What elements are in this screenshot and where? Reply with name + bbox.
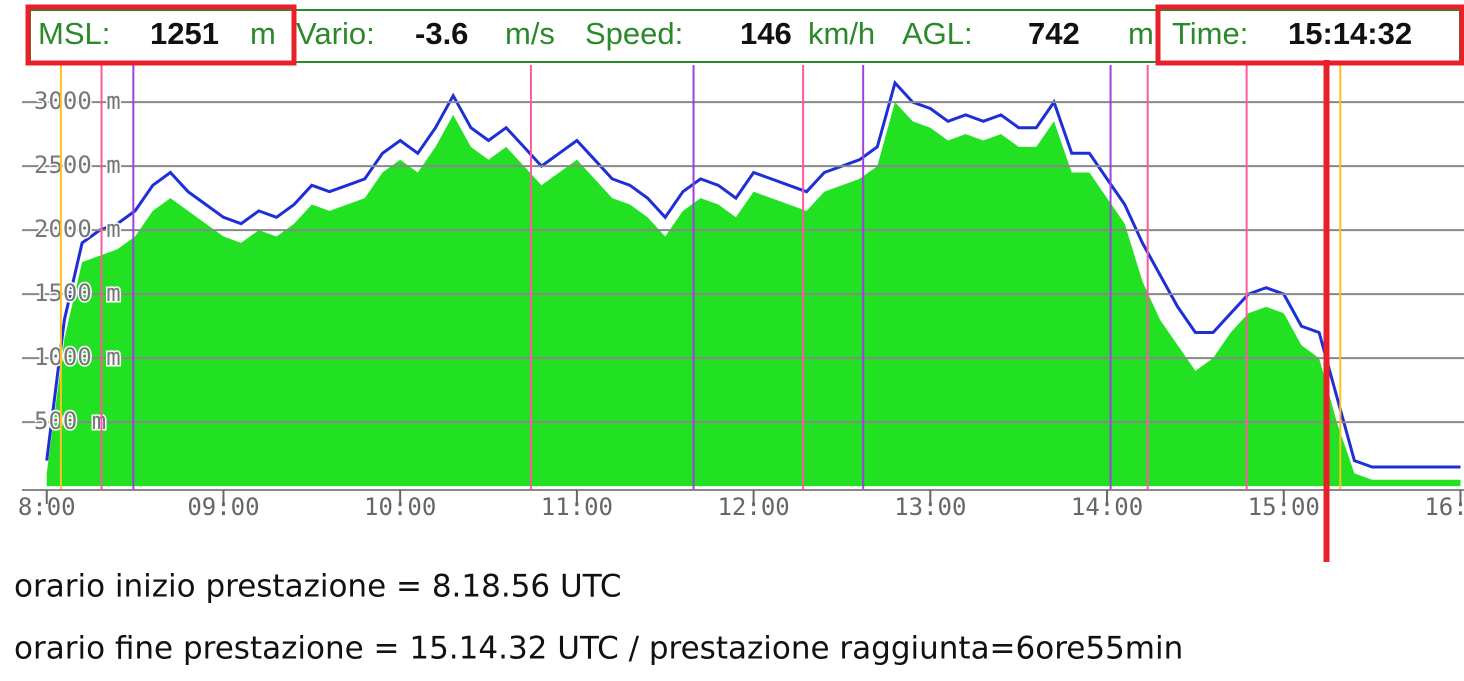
status-label: MSL: <box>38 16 110 51</box>
altitude-line <box>45 79 1461 469</box>
x-tick-label: 16:00 <box>1424 493 1464 521</box>
status-unit: m/s <box>505 16 555 51</box>
status-bar <box>29 9 1461 63</box>
x-tick-label: 11:00 <box>541 493 613 521</box>
status-unit: m <box>250 16 276 51</box>
status-unit: km/h <box>808 16 875 51</box>
status-value: -3.6 <box>415 16 468 51</box>
highlight-box <box>1155 4 1464 66</box>
status-value: 1251 <box>150 16 219 51</box>
status-label: AGL: <box>902 16 973 51</box>
y-tick-label: 2500 m <box>34 151 121 179</box>
y-tick-label: 3000 m <box>34 87 121 115</box>
x-tick-label: 15:00 <box>1248 493 1320 521</box>
status-value: 146 <box>740 16 792 51</box>
x-tick-label: 13:00 <box>894 493 966 521</box>
status-label: Time: <box>1172 16 1248 51</box>
header: MSL: 1251 m Vario: -3.6 m/s Speed: 146 km/h AGL: 7… <box>38 16 1412 51</box>
y-tick-label: 2000 m <box>34 215 121 243</box>
status-label: Speed: <box>585 16 683 51</box>
x-tick-label: 8:00 <box>18 493 76 521</box>
x-tick-label: 14:00 <box>1071 493 1143 521</box>
x-tick-label: 09:00 <box>187 493 259 521</box>
status-label: Vario: <box>296 16 375 51</box>
annotation: orario inizio prestazione = 8.18.56 UTC <box>14 569 621 605</box>
x-tick-label: 12:00 <box>717 493 789 521</box>
annotation: orario fine prestazione = 15.14.32 UTC /… <box>14 631 1183 667</box>
x-tick-label: 10:00 <box>364 493 436 521</box>
status-value: 742 <box>1028 16 1080 51</box>
y-tick-label: 500 m <box>34 407 106 435</box>
plot: 500 m 1000 m 1500 m 2000 m 2500 m 3000 m 8:00 0… <box>18 65 1464 521</box>
status-unit: m <box>1128 16 1154 51</box>
highlight-box <box>25 4 297 66</box>
y-tick-label: 1000 m <box>34 343 121 371</box>
cursor-line <box>1323 60 1330 562</box>
status-value: 15:14:32 <box>1288 16 1412 51</box>
y-tick-label: 1500 m <box>34 279 121 307</box>
